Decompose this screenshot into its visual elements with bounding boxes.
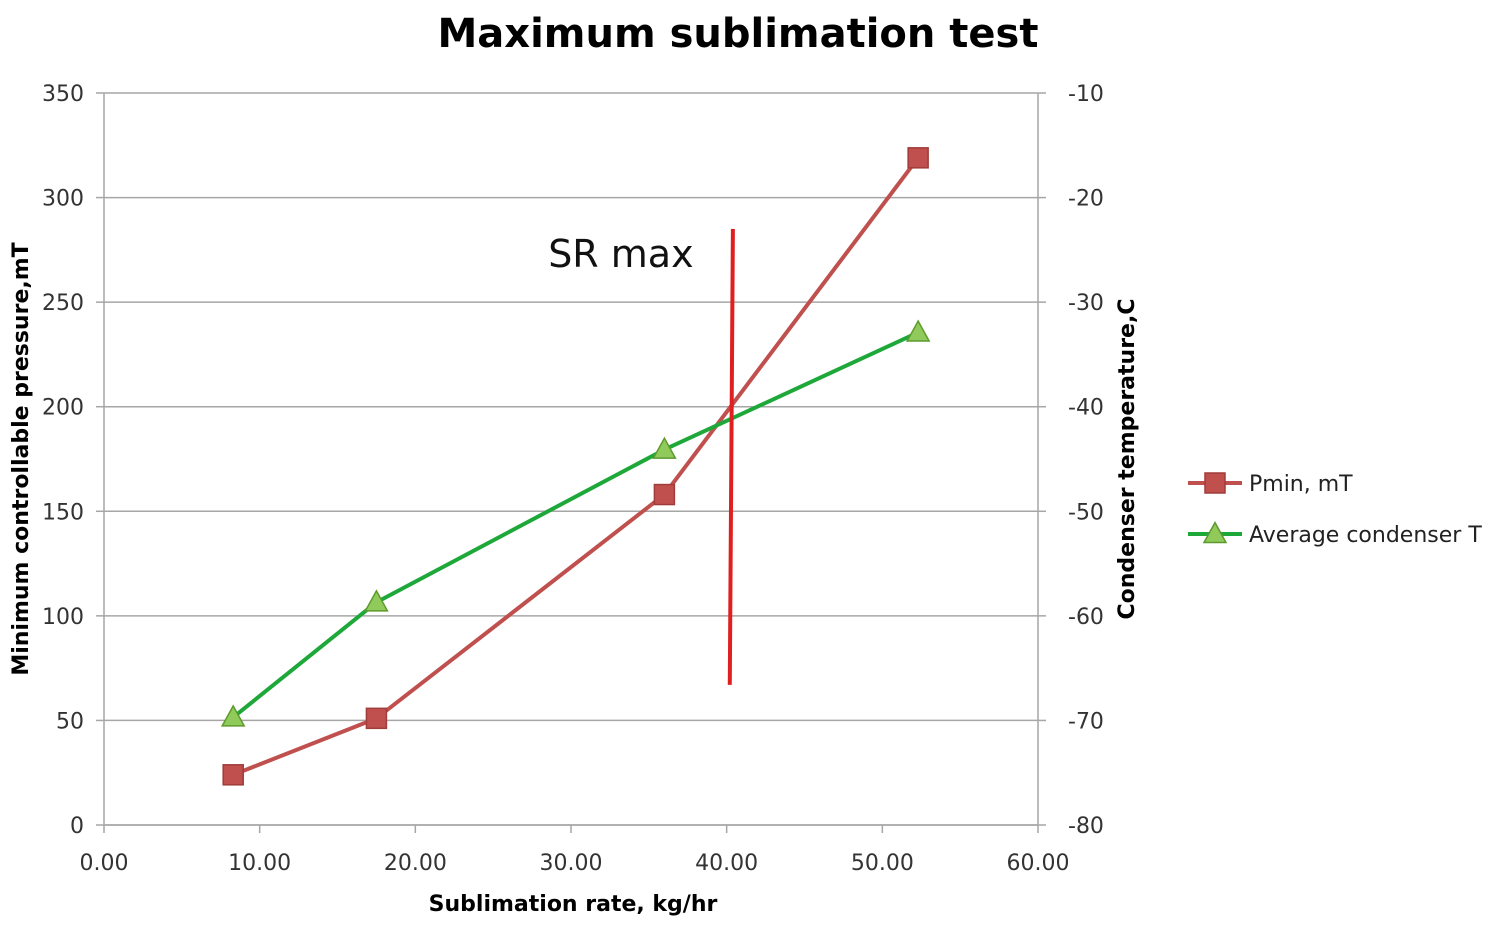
y-tick-label: 100: [42, 605, 84, 630]
y2-tick-label: -60: [1068, 605, 1104, 630]
x-tick-label: 50.00: [851, 851, 914, 876]
y-tick-label: 200: [42, 396, 84, 421]
y-tick-label: 350: [42, 82, 84, 107]
series-pmin: [222, 147, 929, 786]
y2-tick-label: -10: [1068, 82, 1104, 107]
square-marker: [365, 707, 388, 730]
y-axis-title: Minimum controllable pressure,mT: [9, 242, 34, 675]
y2-axis-title: Condenser temperature,C: [1115, 299, 1140, 620]
x-tick-label: 30.00: [540, 851, 603, 876]
legend-item: Average condenser T: [1188, 521, 1482, 548]
y-tick-label: 50: [56, 709, 84, 734]
sr-max-line: [727, 228, 735, 685]
square-marker: [1204, 472, 1226, 494]
axes: [96, 92, 1046, 833]
legend-label: Average condenser T: [1249, 523, 1482, 548]
triangle-marker: [905, 319, 931, 342]
x-axis-title: Sublimation rate, kg/hr: [429, 892, 718, 917]
x-tick-label: 40.00: [695, 851, 758, 876]
legend-item: Pmin, mT: [1188, 472, 1353, 497]
triangle-marker: [364, 589, 389, 612]
x-tick-label: 0.00: [80, 851, 129, 876]
series-condenser-t: [220, 319, 931, 727]
y-tick-label: 150: [42, 500, 84, 525]
y-tick-label: 300: [42, 187, 84, 212]
chart-title: Maximum sublimation test: [438, 11, 1039, 57]
square-marker: [907, 147, 929, 169]
annotations: SR max: [548, 228, 735, 685]
y2-tick-label: -20: [1068, 187, 1104, 212]
square-marker: [222, 764, 244, 786]
triangle-marker: [1202, 521, 1228, 544]
y2-tick-label: -80: [1068, 814, 1104, 839]
x-tick-label: 10.00: [228, 851, 291, 876]
y2-tick-label: -40: [1068, 396, 1104, 421]
y2-tick-label: -50: [1068, 500, 1104, 525]
legend-label: Pmin, mT: [1249, 472, 1353, 497]
y2-tick-label: -30: [1068, 291, 1104, 316]
x-tick-label: 20.00: [384, 851, 447, 876]
tick-labels: 0 50 100 150 200 250 300 350 -80 -70 -60 -50 -40 -30 -…: [42, 82, 1104, 876]
sr-max-label: SR max: [548, 232, 693, 276]
legend: Pmin, mT Average condenser T: [1188, 472, 1482, 548]
y-tick-label: 0: [70, 814, 84, 839]
y2-tick-label: -70: [1068, 709, 1104, 734]
square-marker: [653, 483, 676, 506]
x-tick-label: 60.00: [1007, 851, 1070, 876]
grid-lines: [104, 92, 1038, 826]
y-tick-label: 250: [42, 291, 84, 316]
series-line: [231, 330, 919, 719]
data-series: [220, 147, 931, 786]
triangle-marker: [652, 436, 677, 459]
triangle-marker: [220, 704, 246, 727]
series-line: [232, 156, 920, 777]
